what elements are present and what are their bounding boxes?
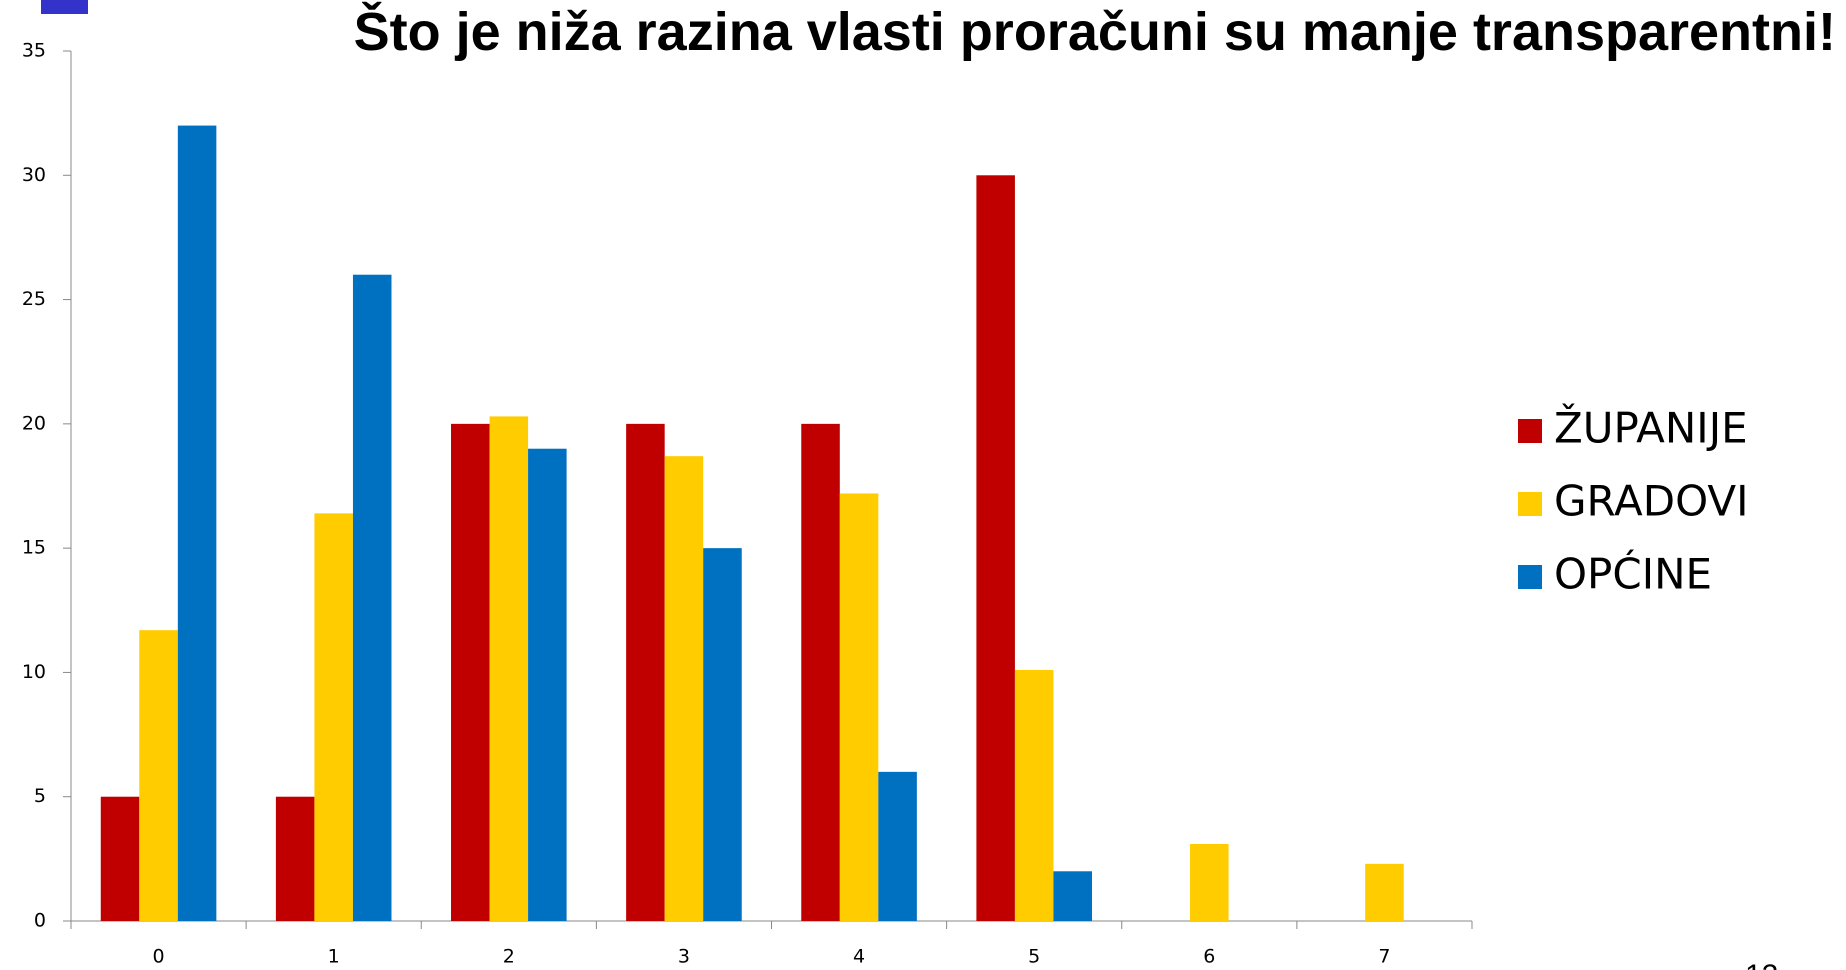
legend-swatch (1518, 565, 1542, 589)
y-tick-label: 0 (34, 910, 46, 932)
x-tick-label: 1 (328, 946, 340, 968)
x-tick-label: 0 (153, 946, 165, 968)
bar (976, 175, 1015, 922)
y-tick-label: 25 (22, 288, 46, 310)
bar (839, 493, 879, 921)
bar (1365, 863, 1404, 921)
bar (1014, 669, 1054, 921)
x-tick-label: 2 (503, 946, 515, 968)
y-tick-label: 15 (22, 537, 46, 559)
y-tick-label: 35 (22, 40, 46, 62)
bar (275, 796, 315, 921)
y-tick-label: 10 (22, 661, 46, 683)
x-tick-label: 6 (1203, 946, 1215, 968)
bar (626, 423, 665, 921)
legend-label: ŽUPANIJE (1554, 403, 1748, 453)
bar (100, 796, 140, 921)
bar (139, 630, 178, 921)
x-tick-label: 3 (678, 946, 690, 968)
y-tick-label: 20 (22, 412, 46, 434)
bar (451, 423, 490, 921)
bar (801, 423, 840, 921)
bar (703, 548, 742, 921)
corner-decoration (41, 0, 88, 14)
bar (878, 771, 917, 921)
bar (489, 416, 529, 921)
y-tick-label: 5 (34, 785, 46, 807)
bar (314, 513, 353, 921)
bar (1190, 843, 1229, 921)
x-tick-label: 5 (1028, 946, 1040, 968)
legend-label: OPĆINE (1554, 549, 1712, 599)
legend-swatch (1518, 492, 1542, 516)
bar (664, 456, 704, 921)
bar (1053, 871, 1092, 921)
x-tick-label: 7 (1378, 946, 1390, 968)
bar (528, 448, 567, 921)
bar (177, 125, 217, 922)
legend-swatch (1518, 419, 1542, 443)
legend-label: GRADOVI (1554, 477, 1749, 526)
x-tick-label: 4 (853, 946, 865, 968)
bar (352, 274, 392, 921)
page-number: 12 (1745, 959, 1778, 970)
y-tick-label: 30 (22, 164, 46, 186)
chart-title: Što je niža razina vlasti proračuni su m… (354, 1, 1836, 62)
